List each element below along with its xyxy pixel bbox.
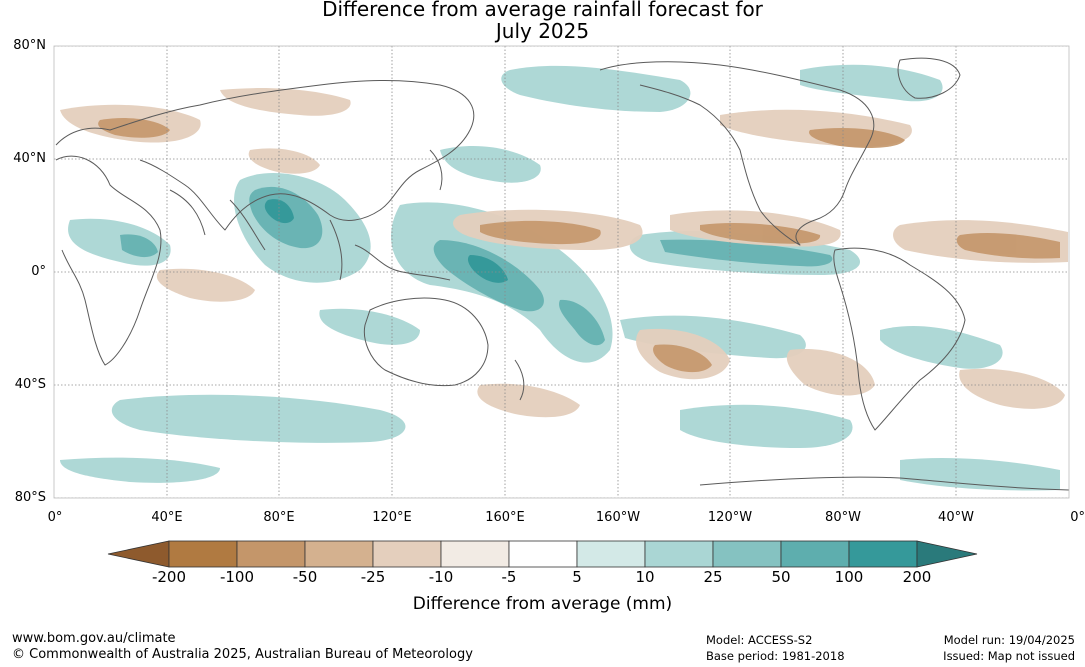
lon-label-0-right: 0°	[1070, 510, 1085, 525]
anomaly-shading	[54, 46, 1069, 498]
footer-issued: Issued: Map not issued	[943, 649, 1075, 663]
colorbar-tick-label: -5	[501, 568, 517, 586]
coastlines	[55, 57, 1069, 491]
colorbar-tick-label: -200	[151, 568, 187, 586]
colorbar-tick-label: -100	[219, 568, 255, 586]
lat-label-equator: 0°	[31, 264, 46, 279]
lat-label-40s: 40°S	[14, 377, 46, 392]
lon-label-80e: 80°E	[263, 510, 295, 525]
colorbar-swatch	[848, 540, 918, 568]
colorbar-swatch	[168, 540, 238, 568]
lon-label-40w: 40°W	[938, 510, 974, 525]
graticule	[54, 46, 1069, 498]
colorbar-tick-label: 100	[834, 568, 864, 586]
lon-label-80w: 80°W	[825, 510, 861, 525]
footer-base-period: Base period: 1981-2018	[706, 649, 845, 663]
colorbar-swatch	[780, 540, 850, 568]
footer-model-run: Model run: 19/04/2025	[943, 633, 1075, 647]
lat-label-40n: 40°N	[13, 151, 46, 166]
colorbar-swatch	[440, 540, 510, 568]
colorbar-swatch	[712, 540, 782, 568]
lon-label-0-left: 0°	[47, 510, 63, 525]
lon-label-120e: 120°E	[372, 510, 412, 525]
map-frame	[53, 45, 1070, 499]
lon-label-160w: 160°W	[595, 510, 641, 525]
lat-label-80s: 80°S	[14, 490, 46, 505]
colorbar-tick-label: -50	[292, 568, 318, 586]
map-title-line2: July 2025	[495, 19, 590, 43]
colorbar-swatch	[644, 540, 714, 568]
lon-label-160e: 160°E	[485, 510, 525, 525]
footer-copyright: © Commonwealth of Australia 2025, Austra…	[12, 647, 473, 662]
wet-anomaly-weak	[60, 64, 1060, 491]
colorbar	[107, 540, 978, 568]
colorbar-tick-label: -25	[360, 568, 386, 586]
colorbar-label: Difference from average (mm)	[412, 594, 673, 614]
colorbar-tick-label: 25	[703, 568, 723, 586]
map-title-line1: Difference from average rainfall forecas…	[322, 0, 763, 21]
footer-model: Model: ACCESS-S2	[706, 633, 813, 647]
colorbar-swatch	[372, 540, 442, 568]
rainfall-anomaly-map	[53, 45, 1070, 499]
colorbar-tick-label: 5	[572, 568, 582, 586]
colorbar-tick-label: 50	[771, 568, 791, 586]
colorbar-tick-label: -10	[428, 568, 454, 586]
colorbar-over-arrow	[916, 540, 978, 568]
colorbar-swatch	[304, 540, 374, 568]
colorbar-tick-label: 10	[635, 568, 655, 586]
colorbar-swatch	[236, 540, 306, 568]
colorbar-swatch	[508, 540, 578, 568]
lat-label-80n: 80°N	[13, 38, 46, 53]
colorbar-under-arrow	[107, 540, 170, 568]
colorbar-tick-label: 200	[902, 568, 932, 586]
lon-label-120w: 120°W	[707, 510, 753, 525]
footer-website: www.bom.gov.au/climate	[12, 631, 176, 646]
colorbar-swatch	[576, 540, 646, 568]
lon-label-40e: 40°E	[151, 510, 183, 525]
